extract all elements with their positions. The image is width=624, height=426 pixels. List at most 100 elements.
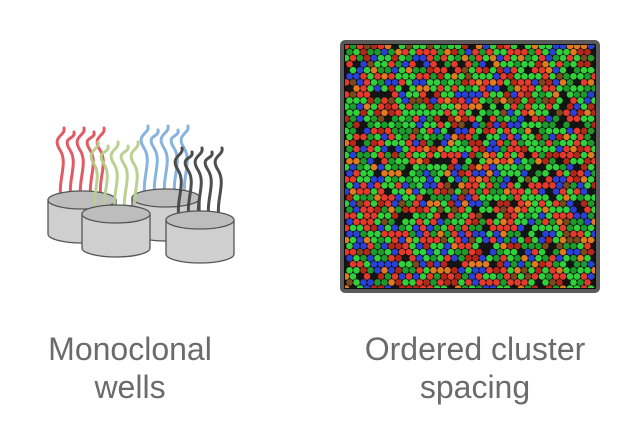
cluster-spot — [496, 224, 504, 232]
cluster-spot — [409, 206, 416, 213]
cluster-spot — [542, 218, 549, 226]
cluster-spot — [500, 109, 507, 116]
cluster-spot — [577, 230, 584, 238]
cluster-spot — [395, 85, 402, 92]
cluster-spot — [538, 248, 546, 256]
cluster-spot — [345, 224, 350, 232]
strand — [109, 140, 120, 218]
cluster-spot — [577, 279, 584, 286]
cluster-spot — [454, 54, 462, 62]
cluster-spot — [377, 285, 385, 288]
cluster-spot — [398, 54, 406, 62]
cluster-svg — [340, 40, 600, 293]
cluster-spot — [412, 66, 420, 74]
strand — [203, 150, 214, 224]
cluster-spot — [517, 45, 525, 50]
cluster-spot — [409, 254, 416, 262]
cluster-spot — [451, 157, 458, 165]
cluster-spot — [489, 285, 497, 288]
cluster-spot — [360, 121, 367, 129]
cluster-spot — [528, 242, 535, 250]
cluster-spot — [346, 133, 353, 141]
cluster-spot — [486, 133, 493, 141]
cluster-spot — [507, 230, 514, 238]
cluster-spot — [559, 236, 567, 244]
cluster-spot — [507, 133, 514, 141]
cluster-spot — [433, 45, 441, 50]
cluster-spot — [346, 194, 353, 201]
cluster-spot — [433, 224, 441, 232]
cluster-spot — [468, 151, 476, 159]
cluster-spot — [528, 267, 535, 274]
cluster-spot — [416, 133, 423, 141]
cluster-spot — [468, 127, 476, 135]
cluster-spot — [479, 85, 486, 92]
cluster-spot — [374, 267, 381, 274]
cluster-spot — [388, 97, 395, 104]
cluster-spot — [584, 109, 591, 116]
cluster-spot — [545, 224, 553, 232]
cluster-spot — [433, 66, 441, 74]
cluster-spot — [535, 267, 542, 274]
cluster-spot — [584, 145, 591, 153]
cluster-spot — [542, 109, 549, 116]
cluster-spot — [542, 254, 549, 262]
cluster-spot — [556, 267, 563, 274]
cluster-spot — [563, 97, 570, 104]
cluster-spot — [563, 60, 570, 68]
cluster-spot — [447, 248, 455, 256]
cluster-spot — [496, 200, 504, 207]
cluster-spot — [391, 45, 399, 50]
cluster-spot — [549, 121, 556, 129]
cluster-spot — [360, 145, 367, 153]
cluster-spot — [440, 103, 448, 110]
cluster-spot — [542, 267, 549, 274]
cluster-spot — [468, 79, 476, 86]
cluster-spot — [545, 200, 553, 207]
cluster-spot — [377, 103, 385, 110]
cluster-spot — [549, 97, 556, 104]
cluster-spot — [493, 133, 500, 141]
cluster-spot — [381, 157, 388, 165]
cluster-spot — [416, 206, 423, 213]
cluster-spot — [524, 273, 532, 280]
cluster-spot — [570, 133, 577, 141]
cluster-spot — [573, 176, 581, 183]
cluster-spot — [580, 91, 588, 98]
cluster-spot — [531, 139, 539, 147]
cluster-spot — [426, 115, 434, 122]
cluster-spot — [591, 206, 595, 213]
cluster-spot — [535, 60, 542, 68]
cluster-spot — [402, 218, 409, 226]
cluster-spot — [493, 267, 500, 274]
cluster-spot — [573, 103, 581, 110]
cluster-spot — [542, 73, 549, 80]
cluster-spot — [444, 121, 451, 129]
cluster-spot — [409, 85, 416, 92]
cluster-spot — [475, 91, 483, 98]
cluster-spot — [423, 182, 430, 189]
cluster-spot — [482, 91, 490, 98]
cluster-spot — [556, 109, 563, 116]
cluster-spot — [465, 182, 472, 189]
cluster-spot — [493, 230, 500, 238]
cluster-spot — [398, 176, 406, 183]
cluster-spot — [440, 45, 448, 50]
cluster-spot — [391, 103, 399, 110]
cluster-spot — [451, 218, 458, 226]
cluster-spot — [433, 103, 441, 110]
cluster-spot — [594, 105, 595, 108]
cluster-spot — [538, 212, 546, 219]
cluster-spot — [524, 176, 532, 183]
cluster-spot — [360, 170, 367, 177]
cluster-spot — [381, 170, 388, 177]
cluster-spot — [563, 267, 570, 274]
cluster-spot — [349, 285, 357, 288]
cluster-spot — [563, 218, 570, 226]
cluster-spot — [444, 170, 451, 177]
cluster-spot — [388, 60, 395, 68]
cluster-spot — [559, 54, 567, 62]
cluster-spot — [507, 182, 514, 189]
cluster-spot — [545, 260, 553, 268]
cluster-spot — [353, 121, 360, 129]
